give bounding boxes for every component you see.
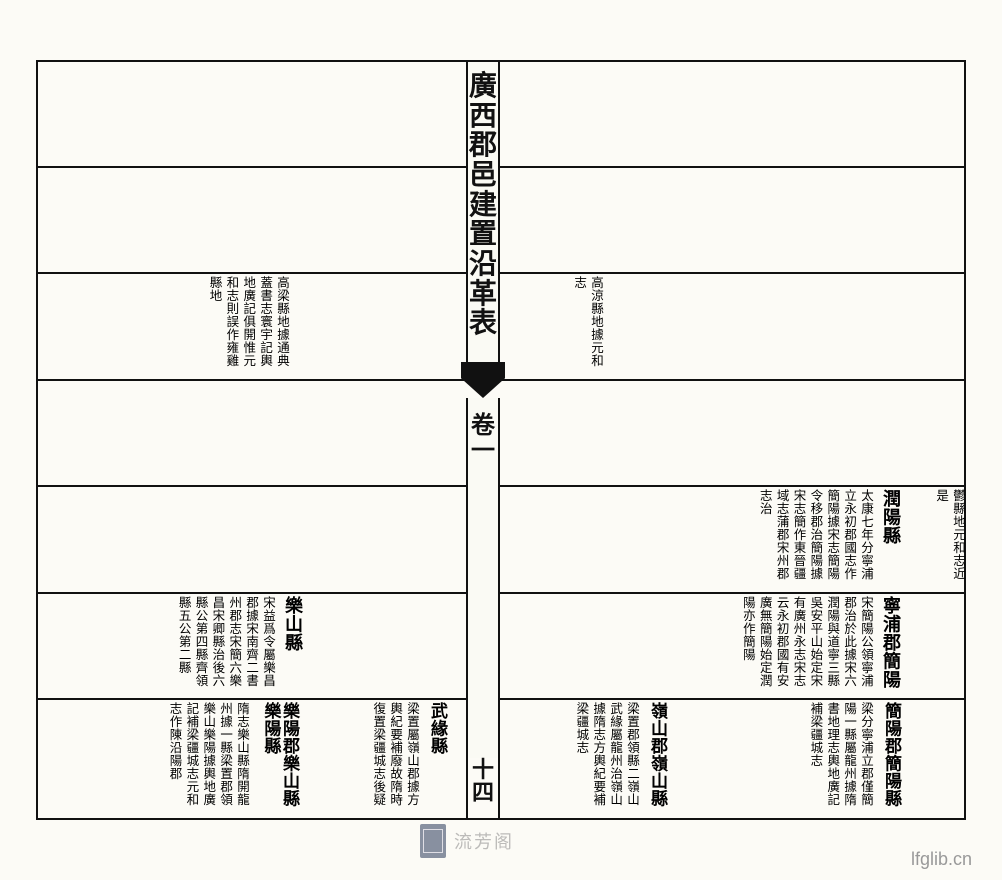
spine-page-text: 十四 bbox=[472, 758, 494, 805]
rule bbox=[500, 379, 964, 381]
spine-title-text: 廣西郡邑建置沿革表 bbox=[469, 72, 497, 339]
rule bbox=[500, 698, 964, 700]
rule bbox=[38, 592, 466, 594]
rule bbox=[38, 485, 466, 487]
book-icon bbox=[420, 824, 446, 858]
ningpu-header: 寧浦郡簡陽 bbox=[878, 596, 900, 696]
spine-volume: 卷一 bbox=[466, 398, 500, 758]
rule bbox=[500, 272, 964, 274]
spine-page-number: 十四 bbox=[466, 758, 500, 818]
lingshan-lines: 梁置郡領縣二嶺山武緣屬龍州治嶺山據隋志方輿紀要補梁疆城志 bbox=[542, 702, 640, 818]
spine-volume-text: 卷一 bbox=[471, 414, 495, 465]
rule bbox=[500, 592, 964, 594]
spine-title: 廣西郡邑建置沿革表 bbox=[466, 62, 500, 362]
watermark-url: lfglib.cn bbox=[911, 849, 972, 870]
rule bbox=[38, 698, 466, 700]
junyang-header: 潤陽縣 bbox=[878, 489, 900, 589]
right-row2-note: 高涼縣地據元和志 bbox=[570, 276, 604, 376]
rule bbox=[38, 272, 466, 274]
junyang-lines: 太康七年分寧浦立永初郡國志作簡陽據宋志簡陽令移郡治簡陽據宋志簡作東晉疆域志蒲郡宋… bbox=[756, 489, 874, 589]
leyang-header: 樂陽郡樂山縣樂陽縣 bbox=[254, 702, 298, 818]
rule bbox=[500, 166, 964, 168]
watermark-text: 流芳阁 bbox=[454, 828, 514, 854]
leshan-header: 樂山縣 bbox=[280, 596, 302, 696]
right-row4-note: 鬱縣地元和志近是 bbox=[932, 489, 966, 589]
leyang-lines: 隋志樂山縣隋開龍州據一縣梁置郡領樂山樂陽據輿地廣記補梁疆城志元和志作陳沿陽郡 bbox=[66, 702, 250, 818]
jianyang-lines: 梁分寧浦立郡僅簡陽一縣屬龍州據隋書地理志輿地廣記補梁疆城志 bbox=[790, 702, 874, 818]
jianyang-header: 簡陽郡簡陽縣 bbox=[878, 702, 900, 818]
rule bbox=[500, 485, 964, 487]
wuyuan-header: 武緣縣 bbox=[424, 702, 446, 818]
wuyuan-lines: 梁置屬嶺山郡據方輿紀要補廢故隋時復置梁疆城志後疑 bbox=[316, 702, 420, 818]
rule bbox=[38, 166, 466, 168]
lingshan-header: 嶺山郡嶺山縣 bbox=[644, 702, 666, 818]
leshan-lines: 宋益爲令屬樂昌郡據宋南齊二書州郡志宋簡六樂昌宋卿縣治後六縣公第四縣齊領縣五公第二… bbox=[110, 596, 276, 696]
ningpu-lines: 宋簡陽公領寧浦郡治於此據宋六潤陽與道寧三縣吳安平山始定宋有廣州永志宋志云永初郡國… bbox=[670, 596, 874, 696]
rule bbox=[38, 379, 466, 381]
watermark: 流芳阁 bbox=[420, 824, 514, 858]
left-row3-note: 高梁縣地據通典蓋書志寰宇記輿地廣記俱開惟元和志則誤作雍雞縣地 bbox=[190, 276, 290, 376]
